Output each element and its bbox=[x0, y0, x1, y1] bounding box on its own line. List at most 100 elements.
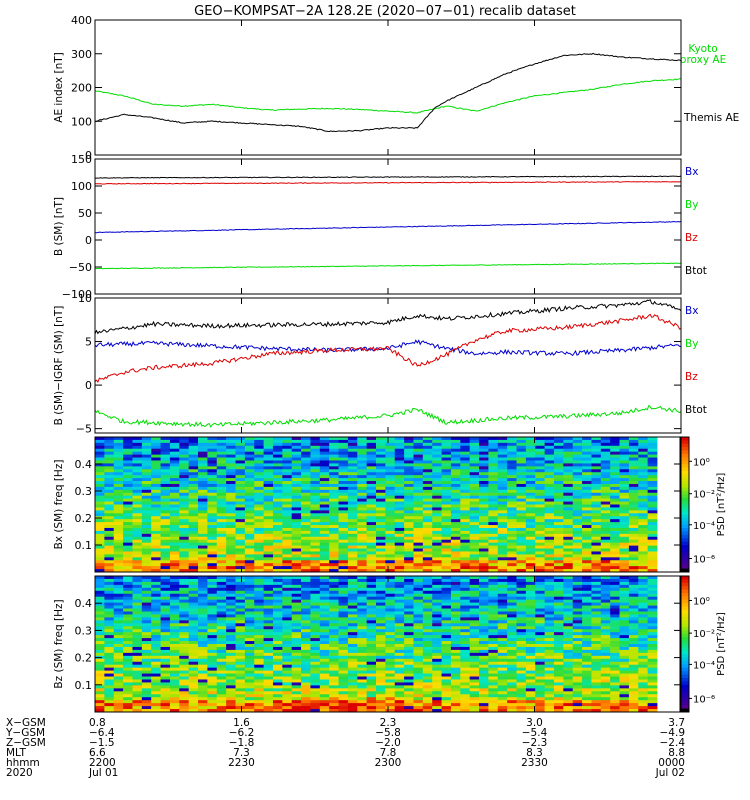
spectrogram-cell bbox=[479, 667, 489, 672]
spectrogram-cell bbox=[497, 513, 508, 517]
spectrogram-cell bbox=[216, 448, 227, 453]
spectrogram-cell bbox=[254, 495, 264, 500]
spectrogram-cell bbox=[600, 498, 611, 502]
spectrogram-cell bbox=[610, 442, 620, 447]
spectrogram-cell bbox=[132, 554, 143, 558]
spectrogram-cell bbox=[141, 516, 152, 520]
colorbar-step bbox=[680, 440, 689, 445]
spectrogram-cell bbox=[95, 584, 105, 589]
spectrogram-cell bbox=[235, 536, 246, 541]
spectrogram-cell bbox=[151, 451, 161, 455]
spectrogram-cell bbox=[450, 536, 461, 541]
spectrogram-cell bbox=[254, 576, 264, 580]
spectrogram-cell bbox=[216, 554, 227, 558]
spectrogram-cell bbox=[553, 501, 564, 505]
spectrogram-cell bbox=[600, 530, 611, 535]
spectrogram-cell bbox=[310, 667, 321, 672]
spectrogram-cell bbox=[366, 486, 377, 491]
spectrogram-cell bbox=[188, 670, 199, 674]
spectrogram-cell bbox=[525, 655, 536, 660]
spectrogram-cell bbox=[254, 560, 264, 564]
spectrogram-cell bbox=[460, 522, 471, 526]
spectrogram-cell bbox=[507, 472, 517, 476]
spectrogram-cell bbox=[488, 602, 499, 606]
spectrogram-cell bbox=[600, 658, 611, 663]
spectrogram-cell bbox=[525, 584, 536, 589]
spectrogram-cell bbox=[544, 536, 555, 541]
spectrogram-cell bbox=[563, 495, 574, 500]
spectrogram-cell bbox=[497, 560, 508, 564]
spectrogram-cell bbox=[282, 652, 293, 657]
spectrogram-cell bbox=[338, 495, 349, 500]
spectrogram-cell bbox=[282, 445, 293, 450]
spectrogram-cells bbox=[95, 437, 658, 573]
spectrogram-cell bbox=[544, 664, 555, 669]
spectrogram-cell bbox=[310, 551, 321, 555]
spectrogram-cell bbox=[404, 454, 414, 458]
spectrogram-cell bbox=[216, 498, 227, 502]
spectrogram-cell bbox=[469, 513, 480, 517]
spectrogram-cell bbox=[366, 519, 377, 523]
spectrogram-cell bbox=[207, 475, 218, 479]
spectrogram-cell bbox=[394, 533, 405, 538]
spectrogram-cell bbox=[113, 545, 124, 549]
spectrogram-cell bbox=[169, 475, 180, 479]
spectrogram-cell bbox=[282, 483, 293, 488]
spectrogram-cell bbox=[544, 644, 555, 648]
spectrogram-cell bbox=[329, 596, 339, 601]
y-tick-label: 400 bbox=[71, 14, 92, 27]
spectrogram-cell bbox=[272, 501, 283, 505]
spectrogram-cell bbox=[226, 481, 236, 485]
spectrogram-cell bbox=[469, 445, 480, 450]
spectrogram-cell bbox=[600, 593, 611, 598]
spectrogram-cell bbox=[450, 638, 461, 642]
spectrogram-cell bbox=[254, 472, 264, 476]
spectrogram-cell bbox=[516, 504, 527, 508]
spectrogram-cell bbox=[141, 522, 152, 526]
spectrogram-cell bbox=[628, 576, 639, 580]
spectrogram-cell bbox=[188, 584, 199, 589]
spectrogram-cell bbox=[469, 486, 480, 491]
spectrogram-cell bbox=[198, 478, 208, 482]
spectrogram-cell bbox=[123, 507, 133, 511]
spectrogram-cell bbox=[235, 527, 246, 532]
spectrogram-cell bbox=[469, 495, 480, 500]
spectrogram-cell bbox=[460, 533, 471, 538]
series-line-themis-ae bbox=[94, 52, 682, 133]
spectrogram-cell bbox=[235, 614, 246, 618]
spectrogram-cell bbox=[329, 536, 339, 541]
spectrogram-cell bbox=[319, 539, 330, 544]
y-tick-label: 0.1 bbox=[75, 539, 93, 552]
spectrogram-cell bbox=[376, 527, 386, 532]
spectrogram-cell bbox=[198, 611, 208, 615]
colorbar-step bbox=[680, 450, 689, 455]
spectrogram-cell bbox=[535, 448, 545, 453]
spectrogram-cell bbox=[123, 554, 133, 558]
spectrogram-cell bbox=[263, 504, 274, 508]
spectrogram-cell bbox=[282, 563, 293, 567]
spectrogram-cell bbox=[394, 652, 405, 657]
spectrogram-cell bbox=[179, 437, 190, 441]
spectrogram-cell bbox=[113, 560, 124, 564]
spectrogram-cell bbox=[291, 533, 302, 538]
spectrogram-cell bbox=[385, 501, 396, 505]
spectrogram-cell bbox=[357, 533, 368, 538]
spectrogram-cell bbox=[507, 478, 517, 482]
spectrogram-cell bbox=[432, 563, 442, 567]
spectrogram-cell bbox=[376, 492, 386, 497]
spectrogram-cell bbox=[291, 504, 302, 508]
spectrogram-cell bbox=[357, 605, 368, 609]
spectrogram-cell bbox=[254, 525, 264, 529]
spectrogram-cell bbox=[553, 605, 564, 609]
spectrogram-cell bbox=[385, 551, 396, 555]
spectrogram-cell bbox=[479, 551, 489, 555]
y-tick-label: 50 bbox=[78, 207, 92, 220]
colorbar-step bbox=[680, 494, 689, 499]
spectrogram-cell bbox=[441, 463, 452, 467]
spectrogram-cell bbox=[310, 498, 321, 502]
spectrogram-cell bbox=[628, 522, 639, 526]
spectrogram-cell bbox=[235, 466, 246, 470]
spectrogram-cell bbox=[123, 652, 133, 657]
spectrogram-cell bbox=[600, 507, 611, 511]
spectrogram-cell bbox=[132, 646, 143, 651]
